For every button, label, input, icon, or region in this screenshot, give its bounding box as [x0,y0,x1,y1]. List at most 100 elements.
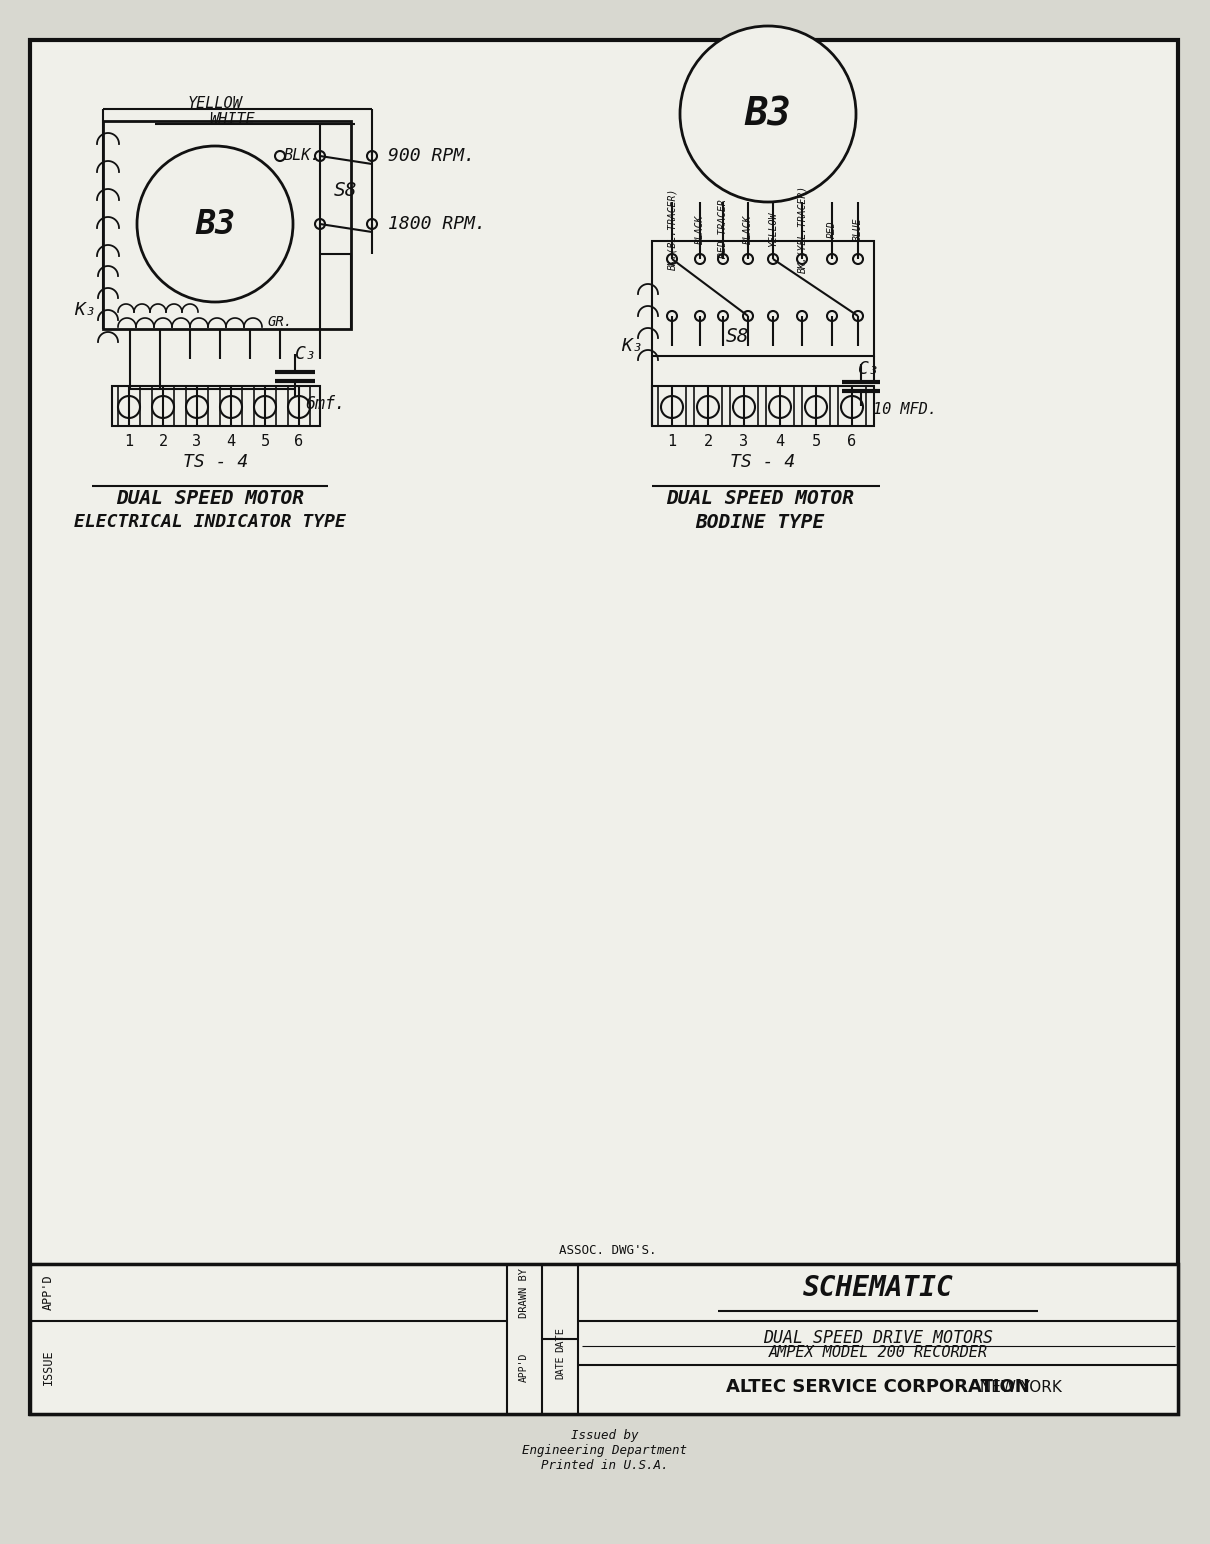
Circle shape [315,151,325,161]
Text: SCHEMATIC: SCHEMATIC [802,1274,953,1303]
Circle shape [367,151,378,161]
Bar [839,386,866,426]
Text: ELECTRICAL INDICATOR TYPE: ELECTRICAL INDICATOR TYPE [74,513,346,531]
Circle shape [853,255,863,264]
Text: C₃: C₃ [858,360,880,378]
Text: B3: B3 [744,96,791,133]
Text: BLUE: BLUE [853,218,863,241]
Circle shape [254,395,276,418]
Text: 1800 RPM.: 1800 RPM. [388,215,486,233]
Text: BK.(BL.TRACER): BK.(BL.TRACER) [667,188,678,270]
Text: TS - 4: TS - 4 [184,452,248,471]
Circle shape [805,395,826,418]
Text: DUAL SPEED MOTOR: DUAL SPEED MOTOR [116,489,304,508]
Bar [30,40,1179,1414]
Text: GR.: GR. [267,315,292,329]
Text: 1: 1 [668,434,676,448]
Text: Issued by
Engineering Department
Printed in U.S.A.: Issued by Engineering Department Printed… [523,1430,687,1471]
Circle shape [743,255,753,264]
Circle shape [695,310,705,321]
Circle shape [186,395,208,418]
Circle shape [137,147,293,303]
Circle shape [853,310,863,321]
Bar [152,386,174,426]
Bar [652,386,874,426]
Text: 4: 4 [226,434,236,448]
Bar [103,120,351,329]
Circle shape [826,255,837,264]
Circle shape [718,310,728,321]
Text: BODINE TYPE: BODINE TYPE [696,513,825,531]
Circle shape [768,310,778,321]
Bar [766,386,794,426]
Circle shape [768,255,778,264]
Text: BLK.: BLK. [284,148,321,164]
Bar [730,386,757,426]
Circle shape [733,395,755,418]
Bar [113,386,319,426]
Text: WHITE: WHITE [209,113,255,128]
Text: APP'D: APP'D [41,1275,54,1311]
Text: 10 MFD.: 10 MFD. [872,401,937,417]
Circle shape [797,310,807,321]
Text: DATE: DATE [555,1326,565,1351]
Text: ISSUE: ISSUE [41,1349,54,1385]
Circle shape [826,310,837,321]
Text: 3: 3 [192,434,202,448]
Circle shape [661,395,682,418]
Text: C₃: C₃ [295,344,317,363]
Bar [695,386,722,426]
Bar [802,386,830,426]
Text: YELLOW: YELLOW [188,96,242,111]
Text: 5: 5 [260,434,270,448]
Circle shape [119,395,140,418]
Circle shape [697,395,719,418]
Text: NEW YORK: NEW YORK [974,1380,1061,1394]
Circle shape [797,255,807,264]
Text: B3: B3 [195,207,235,241]
Bar [288,386,310,426]
Text: BLACK: BLACK [743,215,753,244]
Bar [658,386,686,426]
Text: RED TRACER: RED TRACER [718,199,728,258]
Bar [254,386,276,426]
Text: BK.(YEL.TRACER): BK.(YEL.TRACER) [797,185,807,273]
Circle shape [152,395,174,418]
Text: 6mf.: 6mf. [305,395,345,412]
Text: 2: 2 [159,434,167,448]
Bar [652,241,874,357]
Text: S8: S8 [334,181,358,199]
Circle shape [841,395,863,418]
Circle shape [695,255,705,264]
Text: ALTEC SERVICE CORPORATION: ALTEC SERVICE CORPORATION [726,1379,1030,1396]
Bar [119,386,140,426]
Text: BLACK: BLACK [695,215,705,244]
Circle shape [288,395,310,418]
Text: 900 RPM.: 900 RPM. [388,147,476,165]
Bar [220,386,242,426]
Text: 4: 4 [776,434,784,448]
Text: TS - 4: TS - 4 [731,452,796,471]
Circle shape [743,310,753,321]
Circle shape [275,151,286,161]
Circle shape [315,219,325,229]
Circle shape [367,219,378,229]
Text: 6: 6 [847,434,857,448]
Text: 5: 5 [812,434,820,448]
Circle shape [680,26,855,202]
Circle shape [667,255,678,264]
Text: DRAWN BY: DRAWN BY [519,1268,529,1317]
Circle shape [220,395,242,418]
Text: 3: 3 [739,434,749,448]
Text: DUAL SPEED DRIVE MOTORS: DUAL SPEED DRIVE MOTORS [764,1329,993,1346]
Text: K₃: K₃ [74,301,96,320]
Text: ASSOC. DWG'S.: ASSOC. DWG'S. [559,1243,657,1257]
Text: APP'D: APP'D [519,1353,529,1382]
Text: RED: RED [826,221,837,238]
Text: DATE: DATE [555,1356,565,1379]
Text: AMPEX MODEL 200 RECORDER: AMPEX MODEL 200 RECORDER [768,1345,987,1360]
Bar [186,386,208,426]
Circle shape [667,310,678,321]
Circle shape [718,255,728,264]
Text: DUAL SPEED MOTOR: DUAL SPEED MOTOR [666,489,854,508]
